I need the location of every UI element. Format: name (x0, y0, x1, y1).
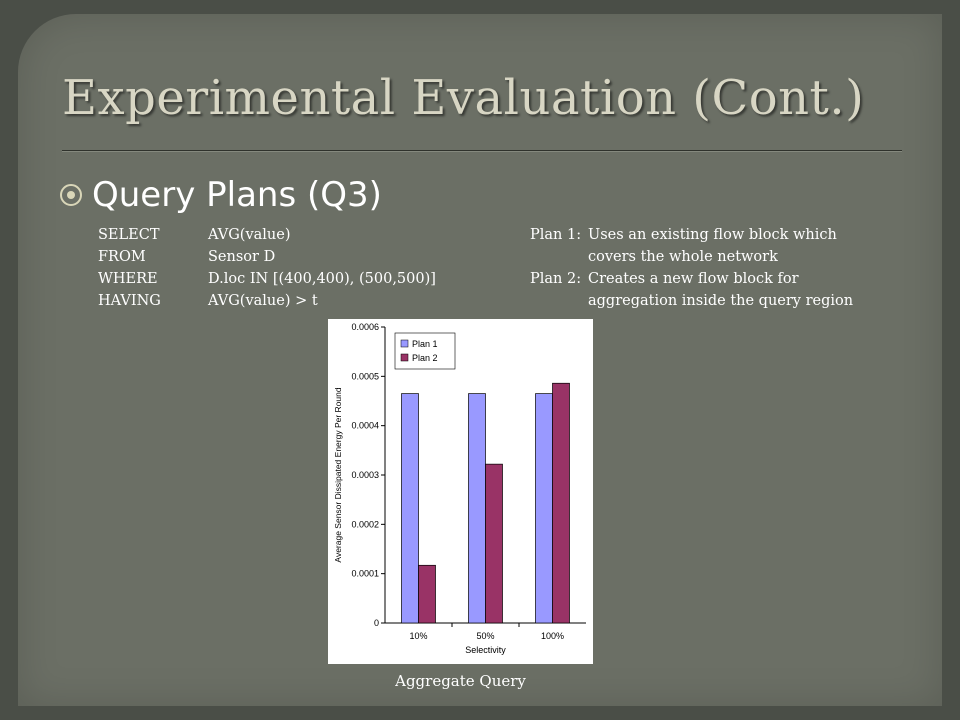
sql-query: SELECT AVG(value) FROM Sensor D WHERE D.… (98, 224, 436, 312)
title-divider (62, 150, 902, 151)
sql-keyword: WHERE (98, 271, 158, 287)
bar-2 (552, 382, 570, 624)
circle-bullet-icon (60, 184, 82, 206)
bullet-row: Query Plans (Q3) (60, 170, 382, 220)
bar-2 (485, 463, 503, 624)
sql-line: SELECT AVG(value) (98, 224, 436, 246)
chart-svg: 0 0.0001 0.0002 0.0003 0.0004 0.0005 0.0006 10%… (333, 322, 586, 655)
sql-keyword: SELECT (98, 227, 160, 243)
bar-1 (535, 393, 553, 624)
y-tick-label: 0.0003 (351, 470, 379, 480)
plan-descriptions: Plan 1: Uses an existing flow block whic… (530, 224, 853, 312)
plan-text-continued: aggregation inside the query region (588, 293, 854, 309)
slide-title: Experimental Evaluation (Cont.) (62, 70, 865, 126)
x-tick-label: 50% (476, 631, 494, 641)
y-tick-label: 0.0002 (351, 519, 379, 529)
chart-caption: Aggregate Query (395, 672, 526, 690)
y-axis-label: Average Sensor Dissipated Energy Per Rou… (333, 387, 343, 562)
sql-value: D.loc IN [(400,400), (500,500)] (208, 271, 436, 287)
bar-1 (468, 393, 486, 624)
bar-2 (418, 564, 436, 624)
y-tick-label: 0.0005 (351, 371, 379, 381)
bullet-text: Query Plans (Q3) (92, 175, 382, 215)
sql-line: FROM Sensor D (98, 246, 436, 268)
sql-keyword: HAVING (98, 293, 161, 309)
legend-box (394, 332, 456, 370)
y-tick-label: 0 (374, 618, 379, 628)
sql-keyword: FROM (98, 249, 146, 265)
bar-chart: 0 0.0001 0.0002 0.0003 0.0004 0.0005 0.0006 10%… (328, 319, 593, 664)
sql-line: HAVING AVG(value) > t (98, 290, 436, 312)
sql-value: AVG(value) > t (208, 293, 318, 309)
x-axis-label: Selectivity (465, 645, 506, 655)
bar-1 (401, 393, 419, 624)
plan-line: Plan 2: Creates a new flow block for (530, 268, 853, 290)
plan-label: Plan 2: (530, 271, 582, 287)
x-tick-label: 100% (541, 631, 564, 641)
plan-text-continued: covers the whole network (588, 249, 778, 265)
y-tick-label: 0.0006 (351, 322, 379, 332)
y-tick-label: 0.0004 (351, 421, 379, 431)
plan-text: Creates a new flow block for (588, 271, 799, 287)
sql-line: WHERE D.loc IN [(400,400), (500,500)] (98, 268, 436, 290)
legend-swatch (400, 353, 409, 362)
sql-value: AVG(value) (208, 227, 291, 243)
legend-swatch (400, 339, 409, 348)
y-tick-label: 0.0001 (351, 569, 379, 579)
legend-label: Plan 1 (412, 339, 438, 349)
legend-label: Plan 2 (412, 353, 438, 363)
sql-value: Sensor D (208, 249, 276, 265)
x-tick-label: 10% (409, 631, 427, 641)
plan-label: Plan 1: (530, 227, 582, 243)
plan-line: Plan 1: Uses an existing flow block whic… (530, 224, 853, 246)
plan-text: Uses an existing flow block which (588, 227, 837, 243)
